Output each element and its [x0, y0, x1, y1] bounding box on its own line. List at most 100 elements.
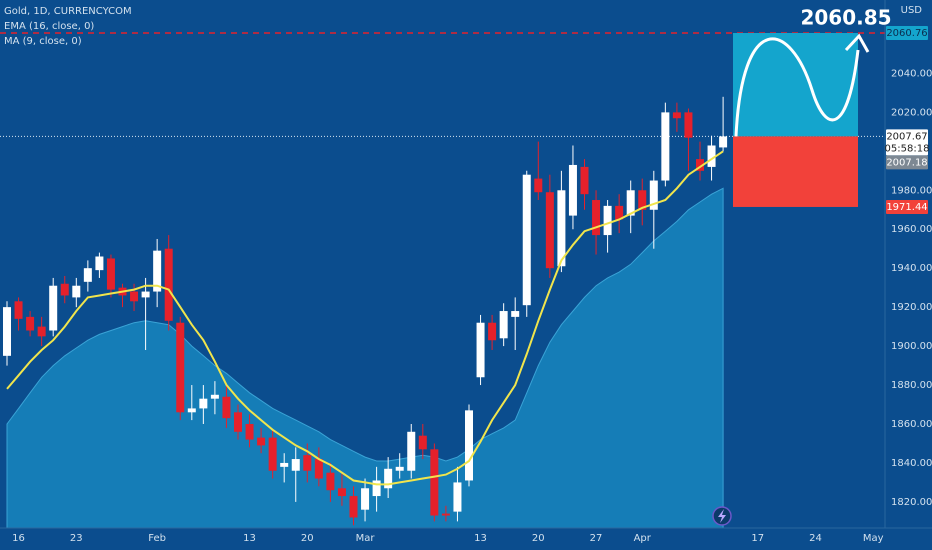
legend-entry: EMA (16, close, 0)	[4, 21, 94, 32]
candle-body	[580, 166, 589, 195]
currency-label: USD	[901, 5, 923, 16]
candle-body	[222, 396, 231, 419]
x-tick-label: 17	[751, 533, 764, 544]
candle-body	[707, 145, 716, 167]
candle-body	[626, 190, 635, 216]
candle-body	[418, 435, 427, 450]
x-tick-label: 16	[12, 533, 25, 544]
indicator-price-box	[886, 155, 928, 170]
projection-curve	[734, 37, 860, 137]
y-tick-label: 1900.00	[891, 341, 932, 352]
lightning-icon[interactable]	[712, 506, 732, 526]
countdown: 05:58:18	[885, 143, 930, 154]
candle-body	[465, 410, 473, 481]
candle-body	[26, 316, 35, 331]
candle-body	[511, 311, 520, 317]
candle-body	[153, 250, 162, 292]
candle-body	[280, 462, 289, 467]
candle-body	[164, 248, 173, 321]
candle-body	[638, 190, 647, 210]
candle-body	[176, 322, 185, 413]
stop-price-box	[886, 199, 928, 214]
candle-body	[3, 307, 11, 356]
x-tick-label: 20	[301, 533, 314, 544]
icon-bolt[interactable]	[718, 509, 726, 523]
candle-body	[14, 301, 23, 319]
candle-body	[684, 112, 693, 138]
target-zone	[733, 32, 858, 137]
x-tick-label: 13	[474, 533, 487, 544]
candle-body	[187, 408, 196, 413]
candle-body	[106, 258, 115, 290]
candle-body	[557, 190, 566, 267]
projection-arrow	[844, 33, 870, 53]
candle-body	[453, 482, 462, 512]
x-tick-label: May	[863, 533, 884, 544]
candle-body	[291, 459, 300, 471]
candle-body	[534, 178, 543, 193]
candle-body	[361, 488, 370, 510]
y-tick-label: 1940.00	[891, 263, 932, 274]
candle-body	[615, 205, 624, 220]
chart-title: Gold, 1D, CURRENCYCOM	[4, 6, 132, 17]
candle-body	[130, 291, 139, 302]
candle-body	[499, 311, 508, 339]
candle-body	[672, 112, 681, 119]
candle-body	[661, 112, 670, 181]
candle-body	[314, 459, 323, 479]
x-tick-label: 20	[532, 533, 545, 544]
candle-body	[372, 480, 381, 497]
candle-body	[384, 468, 393, 489]
candle-body	[60, 283, 69, 296]
candle-body	[268, 437, 277, 471]
candle-body	[37, 326, 46, 337]
stop-price: 1971.44	[886, 202, 927, 213]
legend-entry: MA (9, close, 0)	[4, 36, 82, 47]
candle-body	[592, 200, 601, 236]
y-tick-label: 2040.00	[891, 68, 932, 79]
candle-body	[476, 322, 485, 378]
candle-body	[326, 472, 335, 491]
x-tick-label: 23	[70, 533, 83, 544]
candle-body	[488, 322, 497, 341]
x-tick-label: 27	[590, 533, 603, 544]
y-tick-label: 1980.00	[891, 185, 932, 196]
y-tick-label: 1960.00	[891, 224, 932, 235]
candle-body	[719, 136, 728, 148]
candle-body	[199, 398, 208, 409]
candle-body	[83, 268, 92, 282]
x-tick-label: 13	[243, 533, 256, 544]
y-tick-label: 1880.00	[891, 380, 932, 391]
ema-line	[6, 150, 724, 486]
candle-body	[407, 431, 416, 471]
candle-body	[441, 513, 450, 516]
candle-body	[649, 180, 658, 210]
candle-body	[141, 291, 150, 298]
candle-body	[395, 466, 404, 471]
candle-body	[349, 496, 358, 518]
target-price: 2060.76	[886, 28, 927, 39]
y-tick-label: 1840.00	[891, 458, 932, 469]
plot-area	[0, 32, 885, 529]
ma-area	[6, 187, 724, 529]
projection-label: 2060.85	[800, 6, 891, 30]
y-tick-label: 1860.00	[891, 419, 932, 430]
x-tick-label: Apr	[634, 533, 652, 544]
candle-body	[257, 437, 266, 446]
y-tick-label: 2020.00	[891, 107, 932, 118]
candle-body	[568, 164, 577, 216]
last-price-box	[886, 129, 928, 156]
y-tick-label: 1820.00	[891, 497, 932, 508]
candle-body	[545, 192, 554, 269]
candle-body	[95, 256, 104, 271]
candle-body	[49, 285, 58, 331]
x-tick-label: Mar	[356, 533, 376, 544]
candle-body	[337, 488, 346, 497]
candle-body	[430, 449, 439, 516]
candle-body	[303, 455, 312, 471]
candle-body	[245, 423, 254, 440]
candle-body	[210, 394, 219, 399]
indicator-price: 2007.18	[886, 157, 927, 168]
target-price-box	[886, 25, 928, 40]
